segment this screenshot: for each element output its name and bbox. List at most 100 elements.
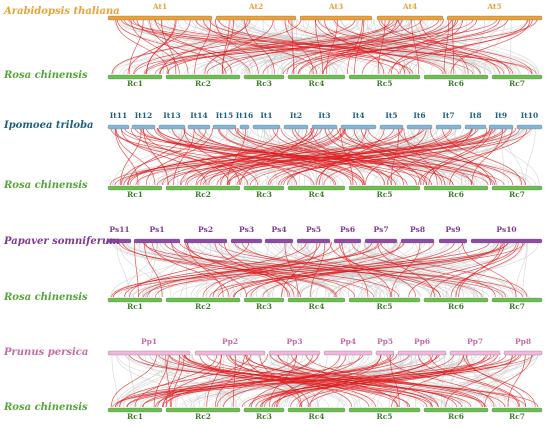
synteny-link-highlighted xyxy=(111,241,382,298)
synteny-link-highlighted xyxy=(114,127,139,186)
synteny-link-highlighted xyxy=(111,18,251,75)
chromosome-label-Rc1: Rc1 xyxy=(127,412,143,421)
synteny-link-background xyxy=(196,18,334,75)
synteny-link-highlighted xyxy=(156,127,337,186)
synteny-link-background xyxy=(206,18,218,75)
chromosome-bar-Ps3 xyxy=(230,238,263,244)
synteny-link-background xyxy=(295,241,497,298)
chromosome-bar-At1 xyxy=(107,15,213,21)
synteny-link-highlighted xyxy=(333,18,514,75)
synteny-link-highlighted xyxy=(276,353,347,408)
synteny-link-highlighted xyxy=(181,353,539,408)
chromosome-bar-Ps4 xyxy=(264,238,294,244)
synteny-link-highlighted xyxy=(322,18,478,75)
synteny-link-highlighted xyxy=(228,353,527,408)
synteny-link-background xyxy=(391,18,506,75)
synteny-link-highlighted xyxy=(193,127,396,186)
synteny-link-highlighted xyxy=(299,353,487,408)
synteny-link-highlighted xyxy=(445,353,513,408)
chromosome-bar-It13 xyxy=(158,124,186,130)
chromosome-bar-Rc4 xyxy=(287,74,346,80)
synteny-link-highlighted xyxy=(341,241,369,298)
synteny-link-background xyxy=(411,353,416,408)
synteny-link-highlighted xyxy=(128,127,186,186)
chromosome-bar-Rc5 xyxy=(348,185,421,191)
chromosome-label-Rc7: Rc7 xyxy=(509,412,525,421)
synteny-link-background xyxy=(319,18,521,75)
synteny-link-highlighted xyxy=(354,18,365,75)
synteny-link-background xyxy=(252,241,511,298)
synteny-link-background xyxy=(145,241,271,298)
synteny-link-background xyxy=(376,353,438,408)
chromosome-bar-Pp3 xyxy=(268,350,321,356)
synteny-link-highlighted xyxy=(244,18,275,75)
synteny-link-background xyxy=(162,241,186,298)
synteny-link-background xyxy=(119,353,185,408)
chromosome-label-Rc5: Rc5 xyxy=(376,190,392,199)
chromosome-bar-Rc4 xyxy=(287,407,346,413)
synteny-link-highlighted xyxy=(195,127,315,186)
synteny-link-highlighted xyxy=(232,353,236,408)
synteny-link-highlighted xyxy=(129,241,250,298)
synteny-link-highlighted xyxy=(380,18,533,75)
synteny-link-highlighted xyxy=(391,353,464,408)
query-species-name: Arabidopsis thaliana xyxy=(3,6,120,17)
synteny-link-background xyxy=(116,353,246,408)
synteny-link-highlighted xyxy=(246,353,433,408)
chromosome-label-Rc1: Rc1 xyxy=(127,79,143,88)
synteny-link-highlighted xyxy=(196,127,479,186)
synteny-link-highlighted xyxy=(195,18,411,75)
chromosome-label-Pp7: Pp7 xyxy=(467,337,483,346)
synteny-link-highlighted xyxy=(165,353,180,408)
synteny-link-highlighted xyxy=(318,127,367,186)
chromosome-bar-Ps6 xyxy=(333,238,362,244)
chromosome-bar-At2 xyxy=(215,15,297,21)
synteny-link-highlighted xyxy=(127,18,191,75)
synteny-link-highlighted xyxy=(157,127,454,186)
synteny-link-highlighted xyxy=(449,127,513,186)
synteny-link-highlighted xyxy=(471,127,504,186)
synteny-link-highlighted xyxy=(160,18,248,75)
synteny-link-background xyxy=(373,18,411,75)
synteny-link-highlighted xyxy=(184,353,370,408)
synteny-link-highlighted xyxy=(380,241,528,298)
synteny-link-highlighted xyxy=(122,241,336,298)
chromosome-bar-Pp2 xyxy=(194,350,266,356)
chromosome-label-Rc3: Rc3 xyxy=(256,190,272,199)
chromosome-label-Rc7: Rc7 xyxy=(509,190,525,199)
synteny-link-highlighted xyxy=(157,353,298,408)
synteny-link-highlighted xyxy=(137,353,411,408)
synteny-link-highlighted xyxy=(114,127,249,186)
chromosome-bar-Ps11 xyxy=(107,238,132,244)
chromosome-bar-Pp7 xyxy=(449,350,501,356)
synteny-link-highlighted xyxy=(280,127,417,186)
synteny-link-highlighted xyxy=(216,127,404,186)
chromosome-label-It14: It14 xyxy=(190,111,207,120)
synteny-link-background xyxy=(335,18,492,75)
chromosome-label-It15: It15 xyxy=(216,111,233,120)
synteny-link-highlighted xyxy=(120,127,363,186)
chromosome-bar-Rc1 xyxy=(107,297,163,303)
synteny-link-highlighted xyxy=(120,127,142,186)
synteny-link-highlighted xyxy=(142,241,503,298)
synteny-link-highlighted xyxy=(171,241,356,298)
synteny-link-highlighted xyxy=(442,127,522,186)
synteny-link-highlighted xyxy=(443,18,450,75)
synteny-link-highlighted xyxy=(334,241,499,298)
synteny-link-background xyxy=(445,241,539,298)
chromosome-label-Pp1: Pp1 xyxy=(141,337,157,346)
synteny-link-highlighted xyxy=(390,18,463,75)
synteny-link-background xyxy=(395,127,478,186)
synteny-link-highlighted xyxy=(291,18,444,75)
chromosome-label-It6: It6 xyxy=(413,111,425,120)
synteny-link-highlighted xyxy=(165,353,171,408)
synteny-link-highlighted xyxy=(183,127,240,186)
chromosome-bar-Rc6 xyxy=(423,185,489,191)
synteny-link-background xyxy=(364,241,525,298)
synteny-link-highlighted xyxy=(336,127,493,186)
synteny-link-background xyxy=(418,18,537,75)
synteny-link-highlighted xyxy=(290,353,439,408)
synteny-link-highlighted xyxy=(119,353,252,408)
synteny-link-highlighted xyxy=(130,127,258,186)
